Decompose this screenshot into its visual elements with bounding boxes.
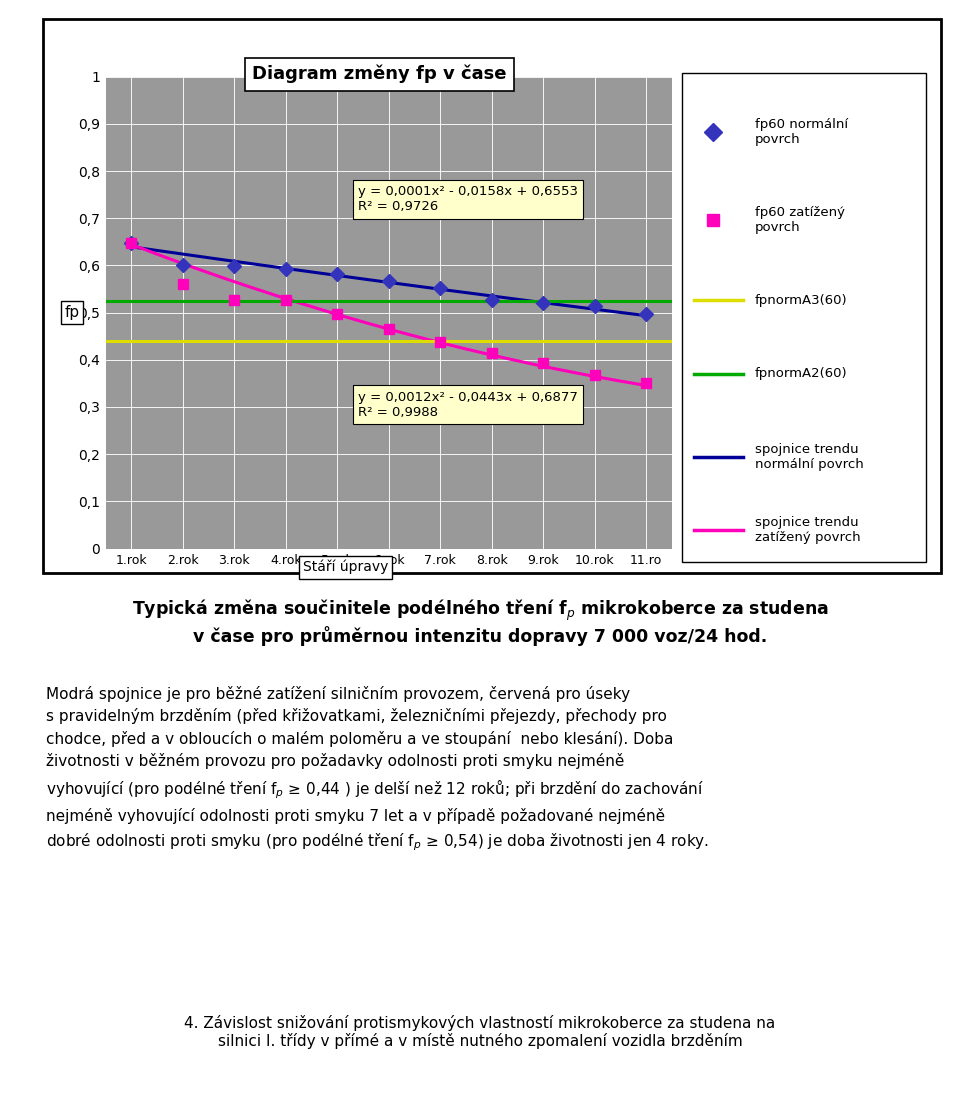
Text: fpnormA2(60): fpnormA2(60) xyxy=(755,367,848,381)
Text: fp60 zatížený
povrch: fp60 zatížený povrch xyxy=(755,206,845,234)
Text: spojnice trendu
zatížený povrch: spojnice trendu zatížený povrch xyxy=(755,516,861,544)
Text: y = 0,0001x² - 0,0158x + 0,6553
R² = 0,9726: y = 0,0001x² - 0,0158x + 0,6553 R² = 0,9… xyxy=(358,185,578,214)
Text: fpnormA3(60): fpnormA3(60) xyxy=(755,294,848,307)
Text: Diagram změny fp v čase: Diagram změny fp v čase xyxy=(252,65,507,83)
Text: Modrá spojnice je pro běžné zatížení silničním provozem, červená pro úseky
s pra: Modrá spojnice je pro běžné zatížení sil… xyxy=(46,686,709,852)
Text: spojnice trendu
normální povrch: spojnice trendu normální povrch xyxy=(755,443,864,471)
Text: fp: fp xyxy=(64,305,80,320)
Text: Stáří úpravy: Stáří úpravy xyxy=(303,559,388,575)
Text: fp60 normální
povrch: fp60 normální povrch xyxy=(755,118,849,146)
Text: 4. Závislost snižování protismykových vlastností mikrokoberce za studena na
siln: 4. Závislost snižování protismykových vl… xyxy=(184,1015,776,1050)
Text: Typická změna součinitele podélného tření f$_p$ mikrokoberce za studena
v čase p: Typická změna součinitele podélného třen… xyxy=(132,598,828,646)
Text: y = 0,0012x² - 0,0443x + 0,6877
R² = 0,9988: y = 0,0012x² - 0,0443x + 0,6877 R² = 0,9… xyxy=(358,391,578,419)
